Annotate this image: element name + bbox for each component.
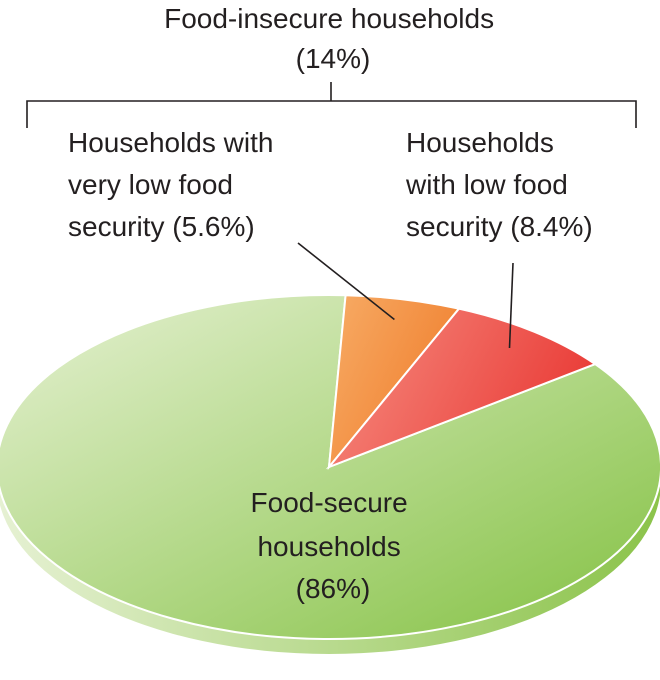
label-line: Households with <box>68 127 273 158</box>
label-line: (86%) <box>296 573 371 604</box>
leader-line-low <box>508 262 514 349</box>
label-line: with low food <box>405 169 568 200</box>
leader-line-very-low <box>297 242 395 321</box>
label-line: very low food <box>68 169 233 200</box>
group-label: Food-insecure households (14%) <box>164 3 502 74</box>
label-line: Food-secure <box>251 487 408 518</box>
label-line: security (5.6%) <box>68 211 255 242</box>
label-line: security (8.4%) <box>406 211 593 242</box>
group-label-line1: Food-insecure households <box>164 3 494 34</box>
group-bracket <box>26 82 637 128</box>
label-food-secure: Food-secure households (86%) <box>251 487 416 604</box>
group-label-line2: (14%) <box>296 43 371 74</box>
label-line: Households <box>406 127 554 158</box>
label-line: households <box>257 531 400 562</box>
slice-low-food-security <box>325 307 598 470</box>
label-very-low: Households with very low food security (… <box>68 127 281 242</box>
label-low: Households with low food security (8.4%) <box>405 127 593 242</box>
